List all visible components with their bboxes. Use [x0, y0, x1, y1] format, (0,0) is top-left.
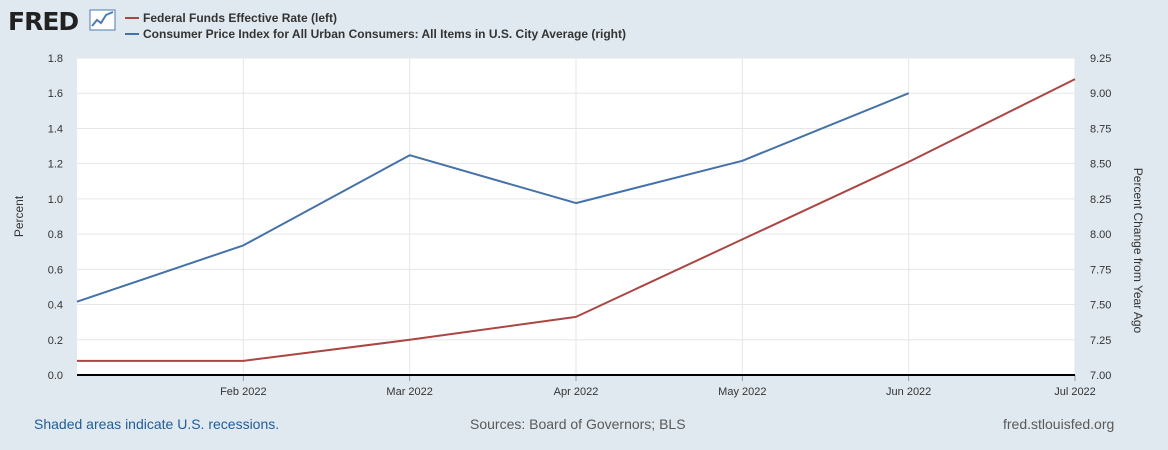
- x-tick-label: Mar 2022: [386, 386, 432, 398]
- series-line-fedfunds: [77, 78, 1076, 362]
- y-axis-title-left: Percent: [12, 195, 26, 237]
- gridlines: [77, 57, 1076, 375]
- axes: 0.0 0.2 0.4 0.6 0.8 1.0 1.2 1.4 1.6 1.8 7.00 7.25 7.…: [48, 53, 1112, 398]
- x-tick-label: Feb 2022: [220, 386, 266, 398]
- y-tick-label-right: 8.00: [1090, 229, 1111, 241]
- y-tick-label-left: 1.4: [48, 123, 63, 135]
- legend: Federal Funds Effective Rate (left) Cons…: [125, 11, 626, 41]
- y-tick-label-right: 8.25: [1090, 194, 1111, 206]
- recessions-note-link[interactable]: Shaded areas indicate U.S. recessions.: [34, 416, 280, 432]
- y-tick-label-left: 1.0: [48, 194, 63, 206]
- y-tick-label-right: 7.75: [1090, 264, 1111, 276]
- fred-logo-text: FRED: [8, 7, 78, 36]
- y-tick-label-right: 7.25: [1090, 335, 1111, 347]
- site-url[interactable]: fred.stlouisfed.org: [1003, 416, 1115, 432]
- x-tick-label: May 2022: [718, 386, 766, 398]
- y-tick-label-left: 0.6: [48, 264, 63, 276]
- y-tick-label-left: 0.4: [48, 300, 63, 312]
- sources-text: Sources: Board of Governors; BLS: [470, 416, 686, 432]
- y-tick-label-right: 9.25: [1090, 53, 1111, 65]
- legend-label-fedfunds: Federal Funds Effective Rate (left): [143, 11, 337, 25]
- y-axis-title-right: Percent Change from Year Ago: [1131, 168, 1145, 334]
- chart-line-icon: [89, 9, 116, 31]
- y-tick-label-left: 0.2: [48, 335, 63, 347]
- y-tick-label-right: 8.75: [1090, 123, 1111, 135]
- y-tick-label-right: 7.50: [1090, 300, 1111, 312]
- y-tick-label-left: 1.6: [48, 88, 63, 100]
- series-layer: [76, 78, 1076, 362]
- y-tick-label-left: 1.2: [48, 159, 63, 171]
- y-tick-label-left: 1.8: [48, 53, 63, 65]
- y-tick-label-right: 7.00: [1090, 370, 1111, 382]
- legend-item-fedfunds[interactable]: Federal Funds Effective Rate (left): [125, 11, 337, 25]
- legend-label-cpi: Consumer Price Index for All Urban Consu…: [143, 27, 626, 41]
- fred-logo[interactable]: FRED: [8, 7, 116, 36]
- y-tick-label-left: 0.0: [48, 370, 63, 382]
- x-tick-label: Jul 2022: [1054, 386, 1096, 398]
- y-tick-label-left: 0.8: [48, 229, 63, 241]
- y-tick-label-right: 8.50: [1090, 159, 1111, 171]
- series-line-cpi: [76, 92, 910, 303]
- legend-item-cpi[interactable]: Consumer Price Index for All Urban Consu…: [125, 27, 626, 41]
- x-tick-label: Apr 2022: [554, 386, 599, 398]
- y-tick-label-right: 9.00: [1090, 88, 1111, 100]
- x-tick-label: Jun 2022: [886, 386, 931, 398]
